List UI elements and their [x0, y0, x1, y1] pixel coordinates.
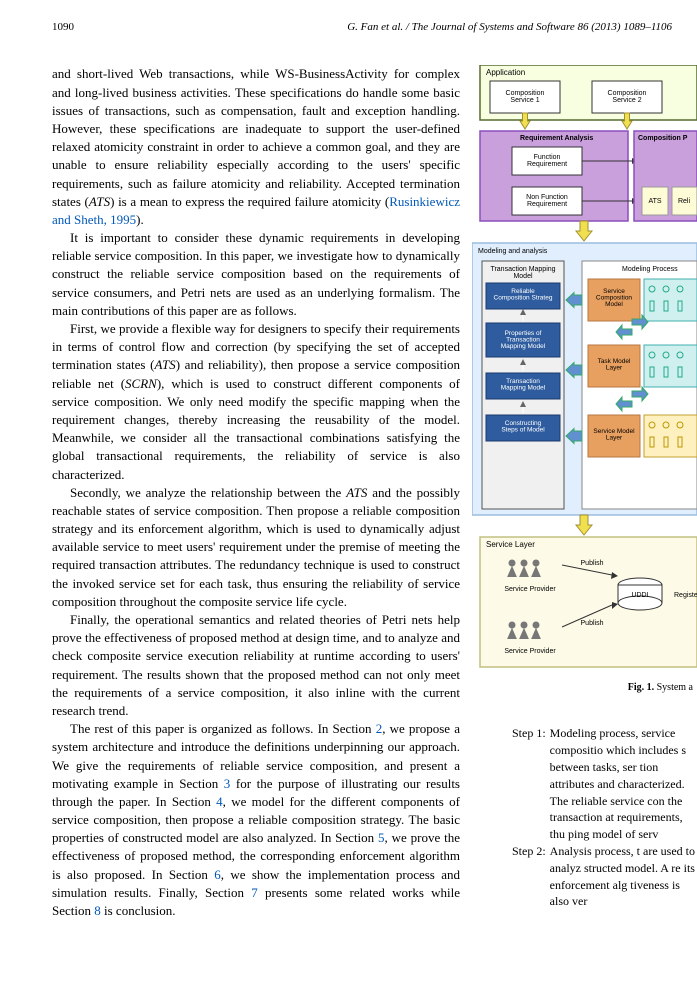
svg-text:Service Layer: Service Layer: [486, 540, 535, 549]
figure-1: Application CompositionService 1 Compositi…: [472, 65, 697, 695]
svg-text:Register: Register: [674, 592, 697, 599]
steps-list: Step 1: Modeling process, service compos…: [472, 725, 697, 910]
figure-caption: Fig. 1. System a: [472, 681, 697, 695]
figure-svg: Application CompositionService 1 Compositi…: [472, 65, 697, 675]
svg-text:UDDI: UDDI: [631, 592, 648, 599]
svg-text:Requirement Analysis: Requirement Analysis: [520, 135, 593, 142]
svg-text:ATS: ATS: [648, 198, 661, 205]
step-1: Step 1: Modeling process, service compos…: [512, 725, 697, 843]
svg-text:Service Provider: Service Provider: [504, 586, 556, 593]
svg-text:Reli: Reli: [678, 198, 691, 205]
page-header: 1090 G. Fan et al. / The Journal of Syst…: [52, 20, 672, 35]
svg-text:Publish: Publish: [581, 620, 604, 627]
paragraph-5: Finally, the operational semantics and r…: [52, 611, 460, 720]
paragraph-2: It is important to consider these dynami…: [52, 229, 460, 320]
svg-text:ConstructingSteps of Model: ConstructingSteps of Model: [501, 420, 545, 434]
paragraph-4: Secondly, we analyze the relationship be…: [52, 484, 460, 611]
figure-column: Application CompositionService 1 Compositi…: [472, 65, 697, 920]
svg-text:TransactionMapping Model: TransactionMapping Model: [501, 378, 546, 392]
svg-text:Application: Application: [486, 68, 525, 77]
header-citation: G. Fan et al. / The Journal of Systems a…: [347, 20, 672, 35]
svg-text:Publish: Publish: [581, 560, 604, 567]
svg-text:Modeling Process: Modeling Process: [622, 266, 678, 273]
svg-text:CompositionService 1: CompositionService 1: [506, 90, 545, 104]
step-2: Step 2: Analysis process, t are used to …: [512, 843, 697, 910]
svg-text:Composition P: Composition P: [638, 135, 688, 142]
page-number: 1090: [52, 20, 74, 35]
svg-text:Non FunctionRequirement: Non FunctionRequirement: [526, 194, 568, 208]
svg-text:CompositionService 2: CompositionService 2: [608, 90, 647, 104]
svg-text:Service Provider: Service Provider: [504, 648, 556, 655]
svg-text:Modeling and analysis: Modeling and analysis: [478, 248, 548, 255]
svg-text:Properties ofTransactionMappin: Properties ofTransactionMapping Model: [501, 330, 546, 350]
paragraph-1: and short-lived Web transactions, while …: [52, 65, 460, 229]
body-text-column: and short-lived Web transactions, while …: [52, 65, 460, 920]
paragraph-3: First, we provide a flexible way for des…: [52, 320, 460, 484]
paragraph-6: The rest of this paper is organized as f…: [52, 720, 460, 920]
